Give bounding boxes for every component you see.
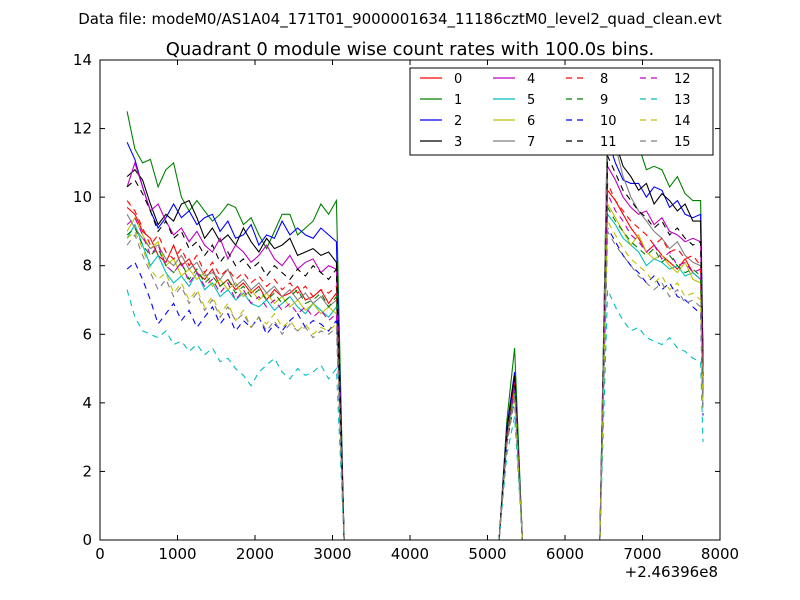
- y-tick-label: 8: [82, 257, 92, 275]
- series-line-3: [126, 126, 704, 540]
- x-tick-label: 2000: [236, 545, 274, 563]
- series-line-8: [126, 183, 704, 540]
- legend-label-15: 15: [674, 135, 691, 150]
- legend-label-2: 2: [454, 114, 462, 129]
- axis-ticks: 0 1000 2000 3000 4000 5000 6000 7000 80000246810…: [73, 51, 739, 563]
- figure-suptitle: Data file: modeM0/AS1A04_171T01_90000016…: [78, 10, 722, 29]
- series-line-14: [126, 219, 704, 540]
- legend-label-3: 3: [454, 135, 462, 150]
- x-tick-label: 4000: [391, 545, 429, 563]
- legend-label-1: 1: [454, 93, 462, 108]
- x-tick-label: 3000: [313, 545, 351, 563]
- series-line-10: [126, 226, 704, 540]
- legend-label-4: 4: [527, 72, 535, 87]
- series-line-4: [126, 161, 704, 540]
- series-line-5: [126, 212, 704, 540]
- legend-label-10: 10: [600, 114, 617, 129]
- legend-label-6: 6: [527, 114, 535, 129]
- legend-label-13: 13: [674, 93, 691, 108]
- series-line-9: [126, 205, 704, 540]
- legend-label-7: 7: [527, 135, 535, 150]
- series-line-13: [126, 289, 704, 540]
- legend-label-8: 8: [600, 72, 608, 87]
- legend-label-11: 11: [600, 135, 617, 150]
- y-tick-label: 14: [73, 51, 92, 69]
- x-offset-label: +2.46396e8: [625, 563, 718, 581]
- legend-label-0: 0: [454, 72, 462, 87]
- legend-label-14: 14: [674, 114, 691, 129]
- series-line-12: [126, 193, 704, 540]
- x-tick-label: 7000: [623, 545, 661, 563]
- x-tick-label: 5000: [468, 545, 506, 563]
- x-tick-label: 8000: [701, 545, 739, 563]
- x-tick-label: 6000: [546, 545, 584, 563]
- series-line-2: [126, 138, 704, 540]
- series-line-0: [126, 188, 704, 540]
- x-tick-label: 0: [95, 545, 105, 563]
- x-tick-label: 1000: [158, 545, 196, 563]
- y-tick-label: 12: [73, 120, 92, 138]
- series-line-11: [126, 155, 704, 540]
- series-layer: [126, 110, 704, 540]
- legend-label-12: 12: [674, 72, 691, 87]
- chart-title: Quadrant 0 module wise count rates with …: [166, 39, 655, 60]
- y-tick-label: 0: [82, 531, 92, 549]
- y-tick-label: 4: [82, 394, 92, 412]
- y-tick-label: 6: [82, 325, 92, 343]
- legend-frame: [409, 67, 714, 156]
- legend-label-9: 9: [600, 93, 608, 108]
- y-tick-label: 10: [73, 188, 92, 206]
- series-line-6: [126, 202, 704, 540]
- legend-label-5: 5: [527, 93, 535, 108]
- y-tick-label: 2: [82, 462, 92, 480]
